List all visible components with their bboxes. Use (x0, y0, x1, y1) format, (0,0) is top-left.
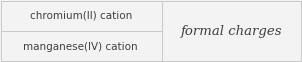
Text: chromium(II) cation: chromium(II) cation (30, 10, 132, 21)
Text: formal charges: formal charges (181, 24, 283, 38)
Text: manganese(IV) cation: manganese(IV) cation (24, 41, 138, 52)
